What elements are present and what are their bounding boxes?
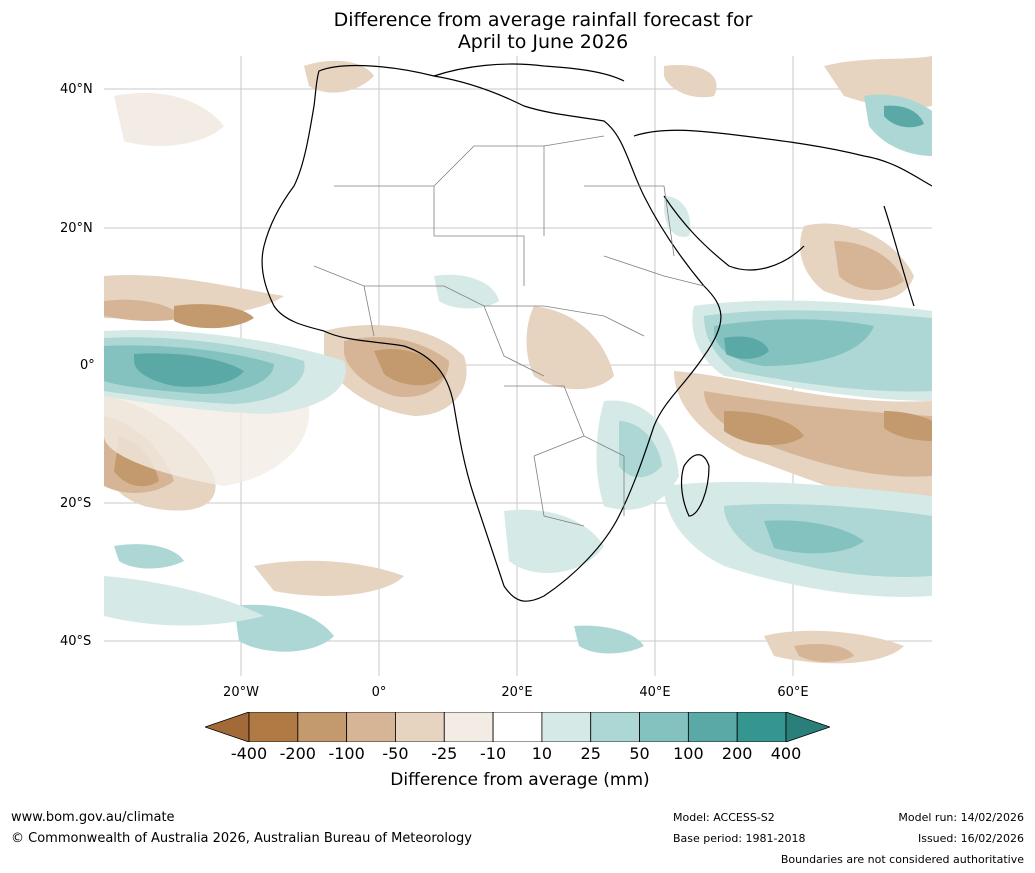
- title-line-2: April to June 2026: [457, 31, 629, 53]
- colorbar-tick-label: 25: [580, 744, 601, 763]
- colorbar-box: [395, 712, 445, 742]
- colorbar-arrow-low: [205, 712, 250, 742]
- colorbar-tick-label: 10: [531, 744, 553, 763]
- lon-label-20e: 20°E: [501, 685, 533, 700]
- footer-issued: Issued: 16/02/2026: [917, 832, 1024, 845]
- wet-anomaly-regions: [104, 94, 932, 654]
- colorbar-box: [492, 712, 543, 742]
- colorbar-tick-label: -50: [382, 744, 409, 763]
- lon-label-20w: 20°W: [223, 685, 259, 700]
- colorbar-arrow-high: [785, 712, 830, 742]
- colorbar: [205, 712, 830, 742]
- colorbar-graphic: [205, 712, 830, 742]
- lon-label-0: 0°: [371, 685, 387, 700]
- colorbar-box: [248, 712, 299, 742]
- lat-label-0: 0°: [80, 358, 95, 373]
- colorbar-box: [541, 712, 592, 742]
- footer-website: www.bom.gov.au/climate: [11, 810, 175, 825]
- colorbar-box: [443, 712, 494, 742]
- colorbar-label: Difference from average (mm): [390, 770, 650, 790]
- footer-copyright: © Commonwealth of Australia 2026, Austra…: [11, 831, 472, 846]
- coastlines: [261, 63, 932, 602]
- colorbar-tick-label: 400: [770, 744, 802, 763]
- dry-anomaly-regions: [104, 56, 932, 664]
- country-borders: [313, 135, 705, 527]
- colorbar-tick-label: -100: [328, 744, 365, 763]
- map-title: Difference from average rainfall forecas…: [0, 9, 1035, 53]
- colorbar-tick-label: -200: [279, 744, 316, 763]
- colorbar-tick-label: 200: [721, 744, 753, 763]
- lat-label-40n: 40°N: [60, 82, 93, 97]
- footer-model: Model: ACCESS-S2: [673, 811, 775, 824]
- colorbar-box: [590, 712, 640, 742]
- colorbar-box: [346, 712, 396, 742]
- lat-label-20s: 20°S: [60, 496, 92, 511]
- lat-label-20n: 20°N: [60, 221, 93, 236]
- lon-label-40e: 40°E: [639, 685, 671, 700]
- map-graphic: [104, 56, 932, 676]
- lat-label-40s: 40°S: [60, 634, 92, 649]
- colorbar-tick-label: 100: [673, 744, 704, 763]
- footer-model-run: Model run: 14/02/2026: [898, 811, 1024, 824]
- title-line-1: Difference from average rainfall forecas…: [333, 9, 753, 31]
- colorbar-box: [297, 712, 348, 742]
- rainfall-anomaly-map: [104, 56, 932, 676]
- colorbar-box: [639, 712, 689, 742]
- colorbar-box: [687, 712, 738, 742]
- lon-label-60e: 60°E: [777, 685, 809, 700]
- colorbar-tick-label: -25: [431, 744, 458, 763]
- colorbar-box: [736, 712, 787, 742]
- colorbar-tick-label: -400: [230, 744, 268, 763]
- colorbar-tick-label: 50: [629, 744, 650, 763]
- footer-disclaimer: Boundaries are not considered authoritat…: [780, 853, 1024, 866]
- footer-base-period: Base period: 1981-2018: [673, 832, 806, 845]
- colorbar-tick-label: -10: [480, 744, 507, 763]
